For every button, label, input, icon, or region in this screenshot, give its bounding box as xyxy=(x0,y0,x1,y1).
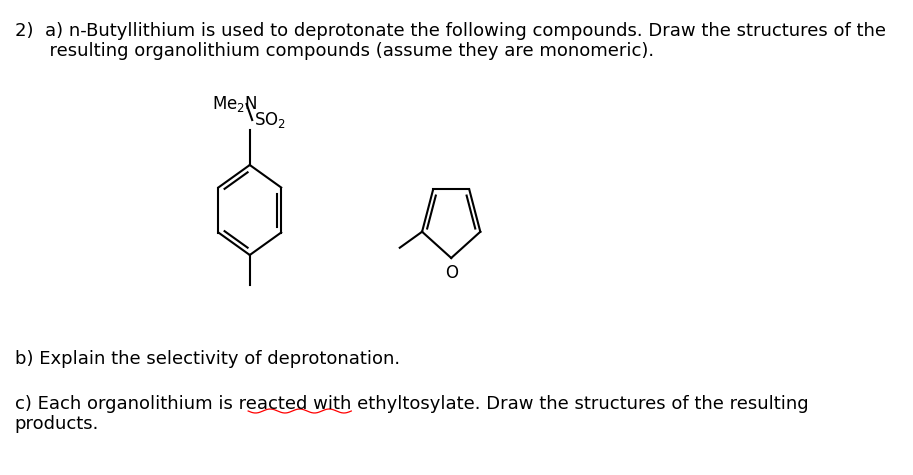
Text: 2)  a) n-Butyllithium is used to deprotonate the following compounds. Draw the s: 2) a) n-Butyllithium is used to deproton… xyxy=(15,22,886,40)
Text: resulting organolithium compounds (assume they are monomeric).: resulting organolithium compounds (assum… xyxy=(15,42,654,60)
Text: Me$_2$N: Me$_2$N xyxy=(212,94,257,114)
Text: O: O xyxy=(445,264,457,282)
Text: b) Explain the selectivity of deprotonation.: b) Explain the selectivity of deprotonat… xyxy=(15,350,400,368)
Text: SO$_2$: SO$_2$ xyxy=(254,110,286,130)
Text: c) Each organolithium is reacted with ethyltosylate. Draw the structures of the : c) Each organolithium is reacted with et… xyxy=(15,395,808,413)
Text: products.: products. xyxy=(15,415,99,433)
